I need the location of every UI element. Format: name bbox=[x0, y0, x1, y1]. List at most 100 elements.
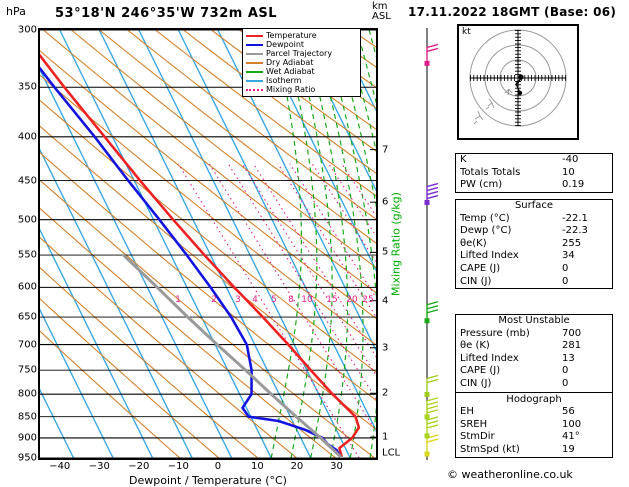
table-row-key: CAPE (J) bbox=[460, 365, 501, 377]
mixing-ratio-label-5: 5 bbox=[271, 294, 277, 305]
table-row-value: 19 bbox=[562, 443, 575, 455]
table-row-key: Lifted Index bbox=[460, 352, 519, 364]
mixing-ratio-lines bbox=[177, 163, 376, 458]
table-row-value: 255 bbox=[562, 237, 582, 249]
table-row: CIN (J) 0 bbox=[456, 276, 612, 289]
table-row: Temp (°C) -22.1 bbox=[456, 213, 612, 226]
pressure-tick-600: 600 bbox=[17, 281, 37, 293]
table-row-value: 100 bbox=[562, 418, 582, 430]
height-tick-7: 7 bbox=[382, 144, 389, 156]
legend-swatch-icon bbox=[246, 88, 263, 91]
table-row-key: Pressure (mb) bbox=[460, 327, 530, 339]
mixing-ratio-label-3: 3 bbox=[235, 294, 241, 305]
table-row-value: 0 bbox=[562, 365, 569, 377]
mixing-ratio-label-10: 10 bbox=[301, 294, 313, 305]
table-row: K -40 bbox=[456, 154, 612, 167]
legend-item-label: Parcel Trajectory bbox=[266, 49, 333, 58]
pressure-tick-650: 650 bbox=[17, 311, 37, 323]
pressure-tick-500: 500 bbox=[17, 214, 37, 226]
wind-barb-column bbox=[418, 28, 452, 460]
legend-item-temperature: Temperature bbox=[246, 31, 357, 40]
height-tick-4: 4 bbox=[382, 295, 389, 307]
temp-tick--10: −10 bbox=[167, 461, 189, 472]
table-row-value: 700 bbox=[562, 327, 582, 339]
legend-item-dry-adiabat: Dry Adiabat bbox=[246, 58, 357, 67]
wind-barb bbox=[424, 374, 439, 398]
pressure-tick-300: 300 bbox=[17, 24, 37, 36]
table-row: PW (cm) 0.19 bbox=[456, 179, 612, 192]
table-row-value: 0 bbox=[562, 275, 569, 287]
table-row-key: Dewp (°C) bbox=[460, 225, 512, 237]
legend-item-parcel-trajectory: Parcel Trajectory bbox=[246, 49, 357, 58]
table-row-value: 0.19 bbox=[562, 179, 585, 191]
pressure-tick-550: 550 bbox=[17, 249, 37, 261]
height-tick-2: 2 bbox=[382, 387, 389, 399]
table-row: Pressure (mb) 700 bbox=[456, 328, 612, 341]
table-row: CAPE (J) 0 bbox=[456, 365, 612, 378]
copyright-text: © weatheronline.co.uk bbox=[447, 468, 573, 481]
legend-item-dewpoint: Dewpoint bbox=[246, 40, 357, 49]
table-row-key: EH bbox=[460, 406, 474, 418]
legend-item-label: Wet Adiabat bbox=[266, 67, 315, 76]
height-unit-line2: ASL bbox=[372, 11, 391, 22]
table-divider bbox=[456, 391, 612, 393]
legend-item-label: Isotherm bbox=[266, 76, 302, 85]
skewt-canvas bbox=[40, 30, 376, 458]
table-row-key: CIN (J) bbox=[460, 377, 492, 389]
table-heading: Most Unstable bbox=[498, 315, 570, 326]
table-row-key: CAPE (J) bbox=[460, 262, 501, 274]
table-row-key: Totals Totals bbox=[460, 166, 521, 178]
mixing-ratio-label-2: 2 bbox=[211, 294, 217, 305]
pressure-tick-900: 900 bbox=[17, 432, 37, 444]
table-row-key: CIN (J) bbox=[460, 275, 492, 287]
temp-tick-30: 30 bbox=[330, 461, 343, 472]
table-row-value: -22.3 bbox=[562, 225, 588, 237]
table-row: θe(K) 255 bbox=[456, 238, 612, 251]
legend-swatch-icon bbox=[246, 52, 263, 55]
wind-barb bbox=[424, 43, 439, 66]
hodograph-axes bbox=[469, 29, 567, 127]
pressure-unit-label: hPa bbox=[6, 5, 26, 18]
legend-item-label: Dry Adiabat bbox=[266, 58, 314, 67]
pressure-tick-750: 750 bbox=[17, 364, 37, 376]
temp-tick-10: 10 bbox=[251, 461, 264, 472]
hodograph: kt bbox=[457, 24, 579, 140]
pressure-tick-700: 700 bbox=[17, 339, 37, 351]
hodograph-trace bbox=[515, 74, 524, 96]
temp-tick--20: −20 bbox=[128, 461, 150, 472]
table-row-value: 281 bbox=[562, 340, 582, 352]
table-row-value: 0 bbox=[562, 262, 569, 274]
temp-tick-0: 0 bbox=[214, 461, 222, 472]
table-row-value: 13 bbox=[562, 352, 575, 364]
height-unit-line1: km bbox=[372, 1, 388, 12]
table-row-key: StmDir bbox=[460, 431, 495, 443]
table-row-key: SREH bbox=[460, 418, 488, 430]
table-row-value: 10 bbox=[562, 166, 575, 178]
table-row: Lifted Index 13 bbox=[456, 353, 612, 366]
mixing-ratio-label-4: 4 bbox=[252, 294, 258, 305]
skewt-plot: 300 350 400 450 500 550 600 650 700 750 800 850 900 9… bbox=[18, 25, 403, 487]
legend-swatch-icon bbox=[246, 61, 263, 64]
wind-barb bbox=[424, 416, 439, 439]
table-row: Totals Totals 10 bbox=[456, 167, 612, 180]
surface-table: Surface Temp (°C) -22.1 Dewp (°C) -22.3 θe(K)… bbox=[455, 199, 613, 290]
table-heading: Surface bbox=[514, 200, 554, 211]
table-row: Lifted Index 34 bbox=[456, 250, 612, 263]
legend-item-label: Mixing Ratio bbox=[266, 85, 316, 94]
table-row: CAPE (J) 0 bbox=[456, 263, 612, 276]
height-tick-3: 3 bbox=[382, 342, 389, 354]
table-row: θe (K) 281 bbox=[456, 340, 612, 353]
legend-item-label: Temperature bbox=[266, 31, 317, 40]
table-row-value: -40 bbox=[562, 154, 579, 165]
mixing-ratio-label-15: 15 bbox=[326, 294, 338, 305]
height-unit-label: km ASL bbox=[372, 2, 391, 22]
legend-item-isotherm: Isotherm bbox=[246, 76, 357, 85]
x-axis-title: Dewpoint / Temperature (°C) bbox=[129, 474, 287, 487]
table-row-key: Lifted Index bbox=[460, 250, 519, 262]
mixing-ratio-label-25: 25 bbox=[362, 294, 374, 305]
table-row: StmSpd (kt) 19 bbox=[456, 444, 612, 457]
table-row-value: 34 bbox=[562, 250, 575, 262]
pressure-tick-850: 850 bbox=[17, 411, 37, 423]
sounding-traces bbox=[40, 53, 361, 458]
table-row-key: PW (cm) bbox=[460, 179, 503, 191]
